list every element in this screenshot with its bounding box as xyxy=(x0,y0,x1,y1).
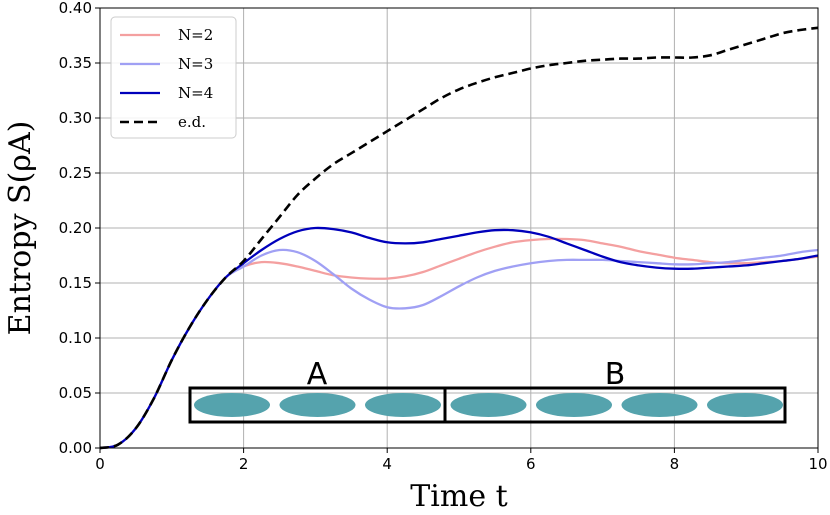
lattice-site xyxy=(536,393,612,417)
lattice-site xyxy=(194,393,270,417)
series-line-n2 xyxy=(99,237,819,450)
y-tick-label: 0.40 xyxy=(59,0,92,17)
legend-box xyxy=(110,16,237,139)
lattice-site xyxy=(707,393,783,417)
legend: N=2 N=3 N=4 e.d. xyxy=(110,16,237,139)
y-tick-label: 0.20 xyxy=(59,219,92,237)
x-tick-label: 8 xyxy=(670,455,680,473)
y-axis-label: Entropy S(ρA) xyxy=(3,121,38,336)
x-tick-label: 0 xyxy=(95,455,105,473)
lattice-sites xyxy=(194,393,783,417)
series-line-n3 xyxy=(99,248,819,450)
series-lines xyxy=(99,26,819,450)
y-tick-label: 0.30 xyxy=(59,109,92,127)
y-tick-label: 0.10 xyxy=(59,329,92,347)
y-ticks: 0.00 0.05 0.10 0.15 0.20 0.25 0.30 0.35 0.40 xyxy=(59,0,100,457)
y-tick-label: 0.35 xyxy=(59,54,92,72)
y-tick-label: 0.25 xyxy=(59,164,92,182)
lattice-site xyxy=(279,393,356,417)
y-tick-label: 0.00 xyxy=(59,439,92,457)
subsystem-inset: A B xyxy=(188,357,787,424)
legend-label-n4: N=4 xyxy=(178,84,213,102)
y-tick-label: 0.05 xyxy=(59,384,92,402)
legend-entries: N=2 N=3 N=4 e.d. xyxy=(120,26,213,131)
x-ticks: 0 2 4 6 8 10 xyxy=(95,448,828,473)
subsystem-b-label: B xyxy=(605,357,626,392)
legend-label-n3: N=3 xyxy=(178,55,213,73)
lattice-site xyxy=(365,393,441,417)
lattice-site xyxy=(450,393,527,417)
x-axis-label: Time t xyxy=(410,479,507,514)
y-tick-label: 0.15 xyxy=(59,274,92,292)
series-line-ed xyxy=(99,26,819,450)
legend-label-ed: e.d. xyxy=(178,113,206,131)
x-tick-label: 2 xyxy=(239,455,249,473)
x-tick-label: 6 xyxy=(526,455,536,473)
x-tick-label: 10 xyxy=(808,455,827,473)
subsystem-b-box xyxy=(443,386,787,424)
x-tick-label: 4 xyxy=(382,455,392,473)
legend-label-n2: N=2 xyxy=(178,26,213,44)
subsystem-a-label: A xyxy=(307,357,328,392)
lattice-site xyxy=(621,393,698,417)
